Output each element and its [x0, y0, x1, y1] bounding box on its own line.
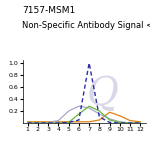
Text: Q: Q	[87, 76, 118, 113]
Text: 7157-MSM1: 7157-MSM1	[22, 6, 76, 15]
Text: Non-Specific Antibody Signal <10%: Non-Specific Antibody Signal <10%	[22, 21, 150, 30]
